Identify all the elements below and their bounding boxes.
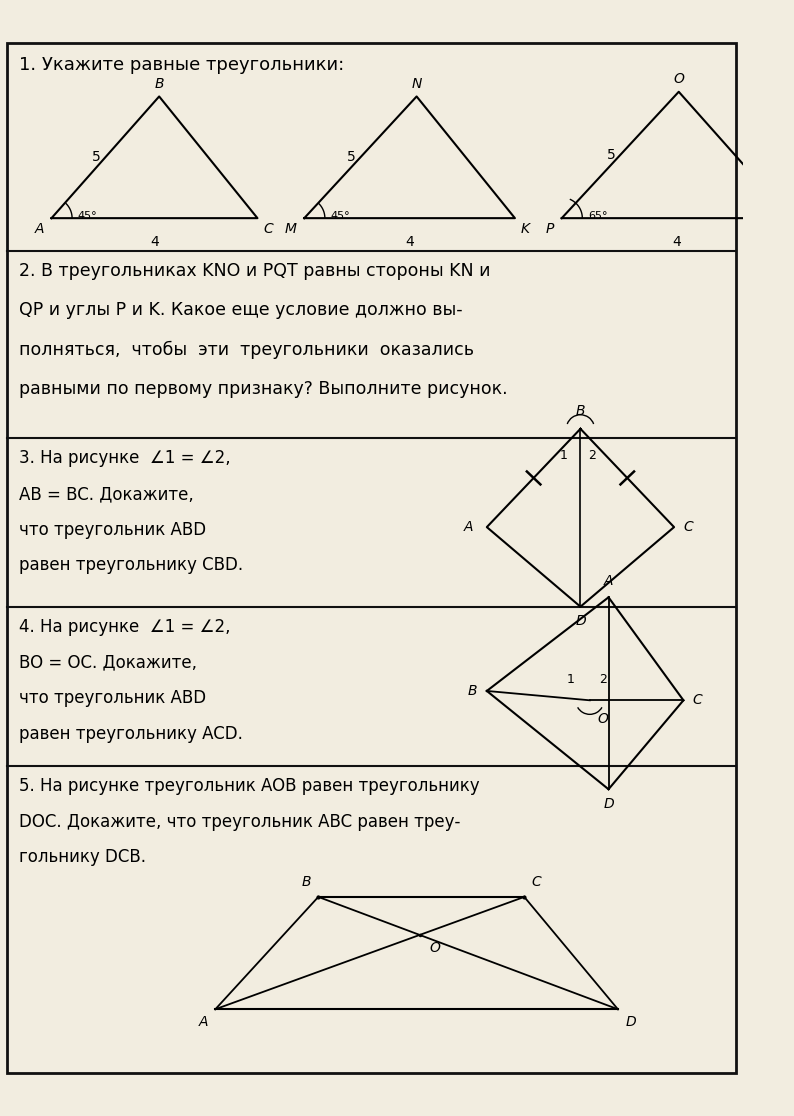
Text: 3. На рисунке  ∠1 = ∠2,: 3. На рисунке ∠1 = ∠2, (19, 450, 230, 468)
Text: 4. На рисунке  ∠1 = ∠2,: 4. На рисунке ∠1 = ∠2, (19, 618, 230, 636)
Text: равен треугольнику ACD.: равен треугольнику ACD. (19, 724, 243, 742)
Text: A: A (34, 222, 44, 235)
Text: O: O (429, 941, 440, 954)
Text: D: D (626, 1014, 636, 1029)
Text: O: O (673, 73, 684, 86)
Text: DOC. Докажите, что треугольник ABC равен треу-: DOC. Докажите, что треугольник ABC равен… (19, 812, 460, 830)
Text: 45°: 45° (330, 211, 350, 221)
Text: 1: 1 (560, 449, 568, 462)
Text: D: D (603, 797, 614, 810)
Text: 2: 2 (599, 673, 607, 686)
Text: B: B (576, 404, 585, 417)
Text: 5: 5 (607, 148, 615, 162)
Text: 4: 4 (150, 235, 159, 249)
Text: равен треугольнику CBD.: равен треугольнику CBD. (19, 556, 243, 574)
Text: M: M (285, 222, 297, 235)
Text: 4: 4 (672, 235, 680, 249)
Text: C: C (693, 693, 703, 708)
Text: K: K (521, 222, 530, 235)
Text: полняться,  чтобы  эти  треугольники  оказались: полняться, чтобы эти треугольники оказал… (19, 340, 474, 359)
Text: AB = BC. Докажите,: AB = BC. Докажите, (19, 485, 194, 503)
Text: 4: 4 (405, 235, 414, 249)
Text: B: B (301, 875, 310, 889)
Text: B: B (154, 77, 164, 90)
Text: C: C (532, 875, 542, 889)
Text: O: O (597, 712, 608, 725)
Text: 1: 1 (567, 673, 575, 686)
Text: C: C (263, 222, 273, 235)
Text: 1. Укажите равные треугольники:: 1. Укажите равные треугольники: (19, 56, 344, 74)
Text: равными по первому признаку? Выполните рисунок.: равными по первому признаку? Выполните р… (19, 381, 507, 398)
Text: 5: 5 (91, 151, 100, 164)
Text: 2: 2 (588, 449, 596, 462)
Text: 2. В треугольниках KNO и PQT равны стороны KN и: 2. В треугольниках KNO и PQT равны сторо… (19, 262, 490, 280)
Text: QP и углы P и K. Какое еще условие должно вы-: QP и углы P и K. Какое еще условие должн… (19, 301, 462, 319)
Text: C: C (684, 520, 693, 535)
Text: гольнику DCB.: гольнику DCB. (19, 848, 146, 866)
Text: 65°: 65° (588, 211, 607, 221)
Text: BO = OC. Докажите,: BO = OC. Докажите, (19, 654, 197, 672)
Text: что треугольник ABD: что треугольник ABD (19, 689, 206, 708)
Text: 5. На рисунке треугольник AOB равен треугольнику: 5. На рисунке треугольник AOB равен треу… (19, 777, 480, 795)
Text: N: N (411, 77, 422, 90)
Text: D: D (575, 614, 586, 628)
Text: 5: 5 (347, 151, 356, 164)
Text: 45°: 45° (78, 211, 98, 221)
Text: A: A (198, 1014, 208, 1029)
Text: P: P (545, 222, 554, 235)
Text: что треугольник ABD: что треугольник ABD (19, 520, 206, 539)
Text: B: B (468, 684, 477, 698)
Text: A: A (603, 574, 613, 588)
Text: A: A (464, 520, 474, 535)
